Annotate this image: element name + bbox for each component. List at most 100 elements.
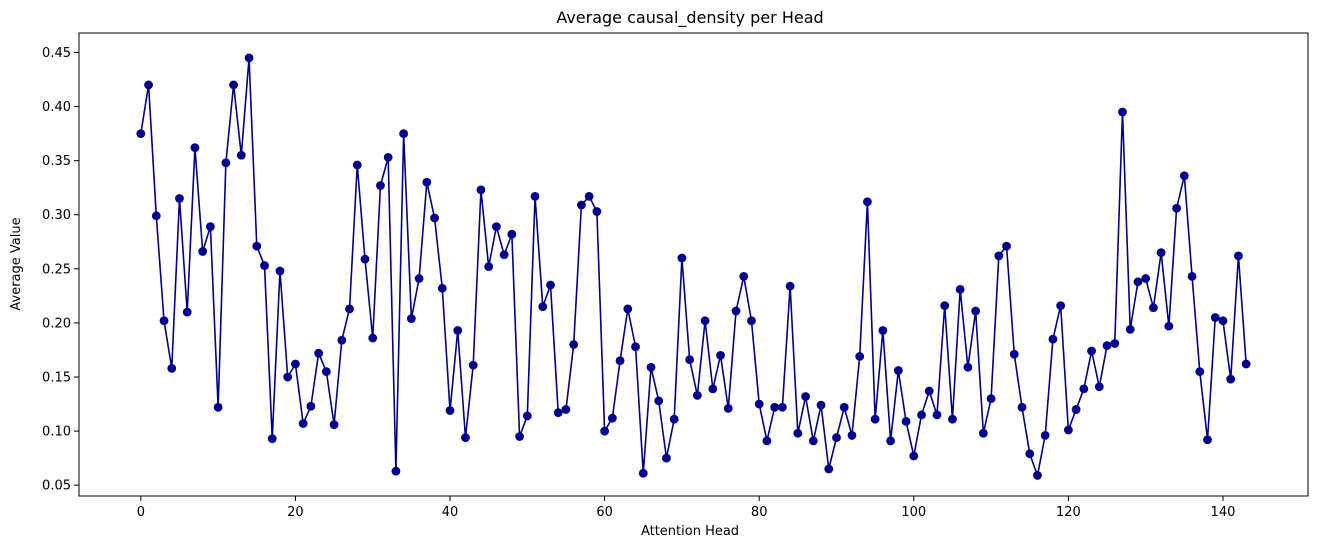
data-point — [1218, 316, 1228, 326]
data-point — [1187, 272, 1197, 281]
data-point — [1110, 339, 1120, 348]
data-point — [1141, 274, 1151, 283]
data-point — [314, 348, 324, 358]
x-tick-label: 20 — [287, 505, 304, 520]
data-point — [406, 314, 416, 323]
data-point — [700, 316, 710, 326]
data-point — [515, 432, 524, 441]
data-point — [345, 304, 354, 314]
data-point — [692, 390, 702, 400]
data-point — [731, 306, 741, 316]
y-tick-label: 0.10 — [42, 425, 71, 440]
data-point — [167, 363, 177, 373]
data-point — [893, 366, 903, 375]
data-point — [229, 80, 238, 90]
data-point — [368, 333, 378, 343]
data-point — [414, 274, 424, 283]
y-axis-label: Average Value — [9, 217, 24, 310]
data-point — [1164, 321, 1174, 331]
data-point — [360, 254, 370, 264]
data-point — [546, 280, 555, 290]
y-tick-label: 0.20 — [42, 316, 71, 331]
data-point — [1087, 346, 1096, 356]
data-point — [1056, 301, 1066, 311]
data-point — [808, 436, 818, 446]
y-tick-label: 0.35 — [42, 154, 71, 169]
data-point — [1002, 241, 1011, 251]
data-point — [283, 372, 293, 382]
data-point — [600, 426, 610, 436]
data-point — [468, 360, 478, 370]
data-point — [924, 386, 934, 396]
data-point — [824, 464, 834, 474]
data-point — [1071, 405, 1081, 414]
data-point — [569, 340, 579, 349]
data-point — [352, 160, 362, 170]
data-point — [492, 222, 501, 232]
data-point — [654, 396, 664, 406]
data-point — [932, 410, 942, 420]
data-point — [136, 129, 146, 139]
data-point — [453, 326, 463, 335]
data-point — [499, 250, 509, 260]
data-point — [777, 402, 787, 412]
data-point — [986, 394, 996, 404]
data-point — [1234, 251, 1243, 261]
data-point — [615, 356, 625, 366]
data-point — [538, 302, 548, 312]
data-point — [175, 194, 184, 203]
x-tick-label: 40 — [442, 505, 459, 520]
data-point — [1102, 341, 1112, 351]
data-point — [1149, 303, 1158, 313]
data-point — [1017, 402, 1027, 412]
data-point — [1040, 431, 1050, 440]
data-point — [445, 406, 455, 415]
y-tick-label: 0.25 — [42, 262, 71, 277]
data-point — [430, 213, 439, 223]
data-point — [747, 316, 756, 326]
data-point — [584, 191, 594, 201]
data-point — [383, 153, 393, 162]
data-point — [901, 416, 911, 426]
data-point — [677, 253, 687, 263]
data-point — [1195, 367, 1205, 376]
data-point — [994, 251, 1004, 261]
data-point — [631, 342, 640, 352]
data-point — [190, 143, 200, 153]
data-point — [437, 283, 447, 293]
data-point — [1133, 277, 1143, 287]
data-point — [816, 400, 826, 410]
data-point — [267, 434, 277, 444]
data-point — [1125, 325, 1135, 334]
data-point — [1094, 382, 1104, 392]
data-point — [159, 316, 169, 326]
data-point — [1048, 334, 1058, 344]
data-point — [638, 468, 648, 478]
data-point — [306, 401, 316, 411]
data-point — [832, 433, 841, 442]
data-point — [244, 53, 254, 63]
y-tick-label: 0.30 — [42, 208, 71, 223]
y-tick-label: 0.45 — [42, 46, 71, 61]
data-point — [855, 352, 865, 361]
data-point — [577, 200, 586, 210]
data-point — [376, 181, 385, 190]
series-group — [136, 53, 1251, 480]
data-point — [1063, 425, 1073, 435]
data-point — [1009, 349, 1019, 359]
data-point — [739, 272, 749, 281]
data-point — [971, 306, 981, 316]
x-tick-label: 0 — [137, 505, 145, 520]
data-point — [1156, 248, 1166, 257]
x-axis: 0 20 40 60 80 100 120 140 — [137, 496, 1235, 520]
x-axis-label: Attention Head — [641, 524, 739, 539]
data-point — [669, 414, 679, 424]
data-point — [399, 129, 409, 139]
data-point — [963, 362, 973, 372]
data-point — [476, 185, 486, 195]
data-point — [685, 355, 695, 365]
data-point — [252, 241, 262, 251]
data-point — [391, 466, 401, 476]
data-point — [144, 80, 153, 90]
